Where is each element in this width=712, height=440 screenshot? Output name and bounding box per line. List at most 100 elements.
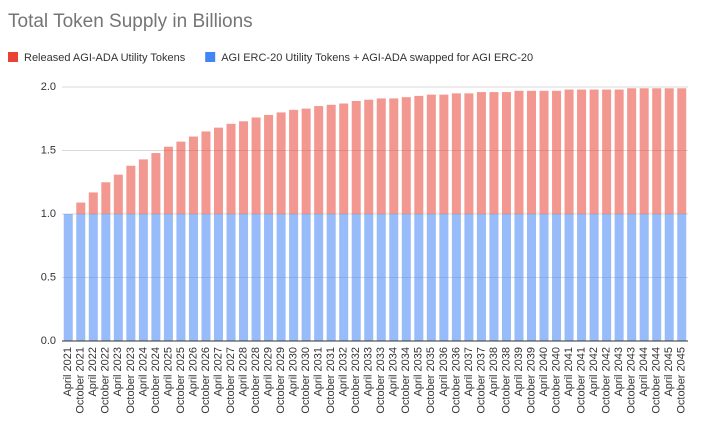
chart-title: Total Token Supply in Billions: [8, 11, 253, 32]
bar-segment: [627, 214, 637, 341]
x-tick-label: April 2030: [288, 347, 300, 397]
x-tick-label: October 2037: [475, 347, 487, 414]
bar-segment: [589, 214, 599, 341]
bar-segment: [213, 214, 224, 341]
bar-segment: [414, 214, 424, 341]
bar-segment: [176, 214, 186, 341]
bar-segment: [88, 214, 98, 341]
x-tick-label: April 2038: [488, 347, 500, 397]
legend-label: AGI ERC-20 Utility Tokens + AGI-ADA swap…: [221, 52, 533, 64]
x-tick-label: April 2032: [338, 347, 350, 397]
x-tick-label: April 2029: [262, 347, 274, 397]
x-tick-label: April 2034: [388, 347, 400, 397]
bar-segment: [664, 214, 674, 341]
x-tick-label: October 2033: [375, 347, 387, 414]
x-tick-label: April 2024: [137, 347, 149, 397]
x-tick-label: April 2033: [363, 347, 375, 397]
x-tick-label: April 2043: [613, 347, 625, 397]
x-tick-label: April 2021: [62, 347, 74, 397]
bar-segment: [476, 92, 486, 214]
x-tick-label: April 2036: [438, 347, 450, 397]
bar-segment: [614, 214, 624, 341]
bar-segment: [501, 92, 511, 214]
x-tick-label: October 2038: [500, 347, 512, 414]
bar-segment: [376, 98, 386, 214]
y-tick-label: 0.5: [41, 271, 56, 283]
bar-segment: [526, 90, 537, 214]
bar-segment: [652, 88, 662, 214]
x-tick-label: October 2023: [125, 347, 137, 414]
bar-segment: [364, 99, 374, 214]
x-tick-label: October 2043: [626, 347, 638, 414]
x-tick-label: October 2042: [601, 347, 613, 414]
x-tick-label: April 2041: [563, 347, 575, 397]
bar-segment: [213, 127, 224, 214]
bar-segment: [464, 93, 474, 214]
x-tick-label: April 2040: [538, 347, 550, 397]
legend-label: Released AGI-ADA Utility Tokens: [24, 52, 186, 64]
x-tick-label: April 2035: [413, 347, 425, 397]
bar-segment: [589, 89, 599, 214]
x-tick-label: April 2027: [212, 347, 224, 397]
bar-segment: [389, 98, 399, 214]
x-tick-label: April 2044: [638, 347, 650, 397]
bar-segment: [426, 214, 436, 341]
bar-segment: [564, 214, 574, 341]
bar-segment: [163, 146, 173, 214]
bar-segment: [301, 214, 311, 341]
bar-segment: [163, 214, 173, 341]
x-tick-label: October 2044: [651, 347, 663, 414]
bar-segment: [151, 153, 161, 214]
bar-segment: [501, 214, 511, 341]
bar-segment: [476, 214, 486, 341]
bar-segment: [88, 192, 98, 214]
x-tick-label: April 2031: [313, 347, 325, 397]
bar-segment: [376, 214, 386, 341]
bar-segment: [552, 214, 562, 341]
x-tick-label: October 2040: [550, 347, 562, 414]
y-tick-label: 2.0: [41, 81, 56, 93]
bar-segment: [276, 214, 286, 341]
bar-segment: [614, 89, 624, 214]
bar-segment: [364, 214, 374, 341]
bar-segment: [339, 214, 349, 341]
legend-swatch: [8, 52, 18, 62]
bar-segment: [401, 214, 411, 341]
bar-segment: [239, 121, 249, 214]
x-tick-label: April 2045: [663, 347, 675, 397]
legend-swatch: [205, 52, 216, 62]
bar-segment: [151, 214, 161, 341]
bar-segment: [489, 214, 499, 341]
bar-segment: [188, 136, 198, 214]
bar-segment: [639, 214, 649, 341]
x-tick-label: October 2022: [100, 347, 112, 414]
x-tick-label: October 2026: [200, 347, 212, 414]
x-tick-label: October 2025: [175, 347, 187, 414]
x-tick-label: April 2026: [187, 347, 199, 397]
bar-segment: [76, 202, 86, 214]
bar-segment: [602, 214, 612, 341]
bar-segment: [201, 131, 211, 214]
bar-segment: [226, 214, 236, 341]
bar-segment: [101, 182, 111, 214]
bar-segment: [451, 214, 461, 341]
bar-segment: [552, 90, 562, 214]
bar-segment: [439, 214, 449, 341]
bar-segment: [564, 89, 574, 214]
y-tick-label: 1.0: [41, 208, 56, 220]
x-tick-label: October 2034: [400, 347, 412, 414]
bar-segment: [627, 88, 637, 214]
x-tick-label: April 2022: [87, 347, 99, 397]
bar-segment: [226, 123, 236, 214]
x-tick-label: October 2045: [676, 347, 688, 414]
bar-segment: [326, 214, 336, 341]
bar-segment: [126, 165, 136, 214]
bar-segment: [101, 214, 111, 341]
bar-segment: [526, 214, 537, 341]
bar-segment: [138, 159, 148, 214]
x-tick-label: April 2037: [463, 347, 475, 397]
bar-segment: [464, 214, 474, 341]
bar-segment: [652, 214, 662, 341]
bar-segment: [426, 94, 436, 214]
